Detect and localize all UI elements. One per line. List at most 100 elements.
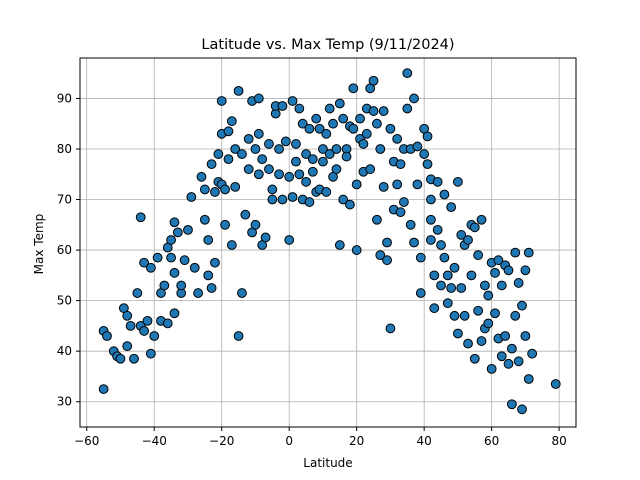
data-point bbox=[328, 118, 338, 129]
data-point bbox=[237, 288, 247, 298]
data-point bbox=[274, 144, 284, 154]
data-point bbox=[503, 265, 514, 276]
data-point bbox=[233, 331, 244, 341]
data-point bbox=[378, 182, 389, 192]
data-point bbox=[139, 326, 150, 336]
data-point bbox=[166, 235, 177, 245]
data-points bbox=[98, 68, 561, 415]
data-point bbox=[442, 298, 453, 309]
data-point bbox=[426, 235, 436, 245]
data-point bbox=[463, 338, 473, 349]
y-tick-label: 30 bbox=[57, 395, 72, 409]
data-point bbox=[476, 336, 487, 346]
data-point bbox=[395, 207, 406, 218]
data-point bbox=[169, 308, 180, 319]
data-point bbox=[490, 267, 500, 278]
data-point bbox=[189, 262, 200, 273]
data-point bbox=[230, 144, 241, 154]
data-point bbox=[510, 247, 521, 258]
y-tick-label: 40 bbox=[57, 344, 72, 358]
data-point bbox=[415, 252, 426, 263]
data-point bbox=[122, 310, 133, 321]
data-point bbox=[135, 212, 146, 223]
data-point bbox=[294, 169, 305, 180]
data-point bbox=[372, 214, 382, 225]
data-point bbox=[304, 123, 315, 134]
data-point bbox=[476, 214, 487, 225]
data-point bbox=[240, 209, 251, 220]
data-point bbox=[220, 219, 230, 230]
data-point bbox=[301, 149, 311, 159]
data-point bbox=[351, 179, 362, 190]
data-point bbox=[466, 270, 477, 281]
data-point bbox=[409, 237, 419, 248]
data-point bbox=[375, 144, 386, 154]
data-point bbox=[166, 252, 177, 263]
data-point bbox=[193, 288, 204, 298]
data-point bbox=[399, 197, 409, 207]
data-point bbox=[449, 310, 460, 321]
data-point bbox=[250, 144, 261, 154]
data-point bbox=[145, 262, 156, 273]
data-point bbox=[206, 283, 217, 293]
data-point bbox=[210, 187, 220, 197]
data-point bbox=[506, 343, 517, 354]
data-point bbox=[483, 318, 494, 329]
data-point bbox=[257, 154, 268, 165]
data-point bbox=[473, 250, 484, 261]
data-point bbox=[412, 179, 423, 190]
data-point bbox=[405, 219, 416, 230]
data-point bbox=[291, 156, 301, 167]
data-point bbox=[220, 184, 230, 195]
data-point bbox=[139, 257, 150, 268]
data-point bbox=[331, 164, 342, 175]
data-point bbox=[348, 83, 359, 94]
data-point bbox=[490, 308, 500, 319]
data-point bbox=[506, 399, 517, 410]
tick-marks: −60 −40 −20 0 20 40 60 80 30 40 50 60 70 80 90 bbox=[57, 91, 567, 448]
data-point bbox=[102, 331, 112, 341]
data-point bbox=[267, 194, 278, 205]
data-point bbox=[510, 310, 521, 321]
data-point bbox=[253, 169, 264, 180]
data-point bbox=[206, 159, 217, 170]
data-point bbox=[253, 128, 264, 139]
data-point bbox=[513, 356, 524, 367]
data-point bbox=[203, 235, 214, 245]
y-tick-label: 80 bbox=[57, 142, 72, 156]
data-point bbox=[260, 232, 271, 243]
data-point bbox=[125, 321, 136, 331]
data-point bbox=[304, 197, 315, 207]
data-point bbox=[338, 194, 349, 205]
data-point bbox=[243, 164, 254, 175]
y-tick-label: 70 bbox=[57, 193, 72, 207]
axes bbox=[79, 57, 577, 428]
data-point bbox=[523, 374, 534, 384]
y-tick-label: 60 bbox=[57, 243, 72, 257]
data-point bbox=[253, 93, 264, 104]
data-point bbox=[264, 139, 274, 149]
plot-frame bbox=[79, 57, 577, 428]
grid-lines bbox=[80, 58, 576, 427]
data-point bbox=[226, 116, 237, 127]
data-point bbox=[520, 331, 531, 341]
data-point bbox=[426, 194, 436, 205]
data-point bbox=[334, 240, 345, 250]
data-point bbox=[159, 280, 170, 291]
data-point bbox=[439, 189, 450, 200]
x-tick-label: 20 bbox=[349, 434, 364, 448]
data-point bbox=[169, 267, 180, 278]
data-point bbox=[395, 159, 406, 170]
data-point bbox=[314, 123, 325, 134]
data-point bbox=[183, 224, 193, 235]
data-point bbox=[321, 128, 332, 139]
data-point bbox=[419, 149, 430, 159]
data-point bbox=[503, 358, 514, 369]
data-point bbox=[230, 182, 241, 192]
data-point bbox=[432, 224, 443, 235]
data-point bbox=[199, 184, 210, 195]
data-point bbox=[513, 278, 524, 288]
data-point bbox=[517, 404, 527, 415]
data-point bbox=[449, 262, 460, 273]
